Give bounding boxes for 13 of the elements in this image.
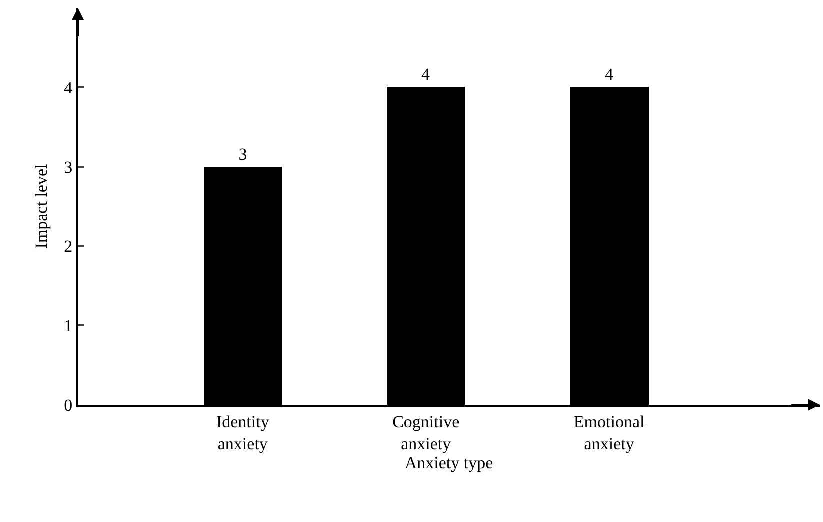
y-tick-label: 0 [64,396,73,415]
y-tick-label: 1 [64,316,73,336]
y-tick-label: 2 [64,237,73,256]
y-tick-label: 3 [64,158,73,177]
x-tick-label: Emotional anxiety [574,412,645,454]
x-axis-title: Anxiety type [404,454,494,472]
data-label: 3 [238,145,248,164]
y-axis-title: Impact level [32,164,52,249]
data-label: 4 [422,65,430,84]
data-label: 4 [605,65,614,84]
y-tick-label: 4 [64,78,74,98]
x-tick-label: Cognitive anxiety [392,412,460,454]
x-tick-label: Identity anxiety [216,412,270,454]
